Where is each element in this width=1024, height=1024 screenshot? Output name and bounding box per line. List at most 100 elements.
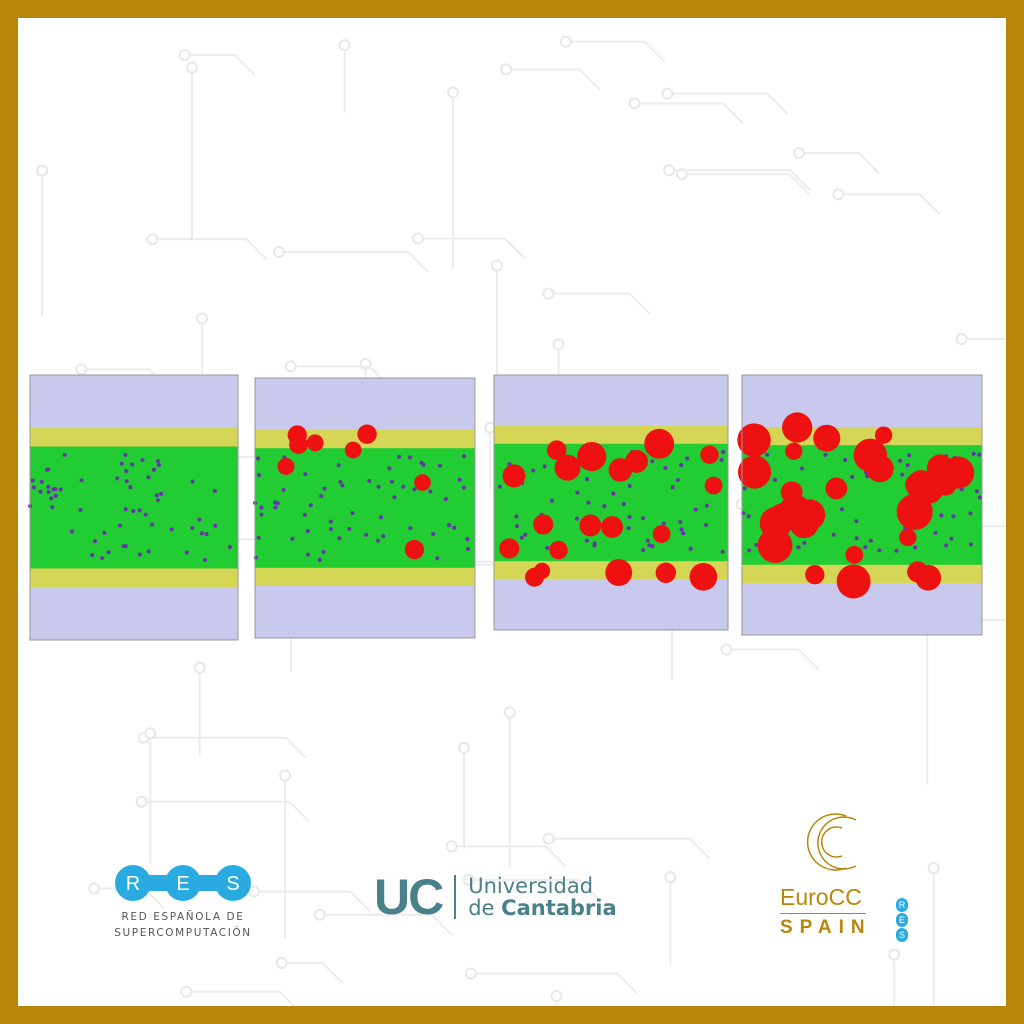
crystal-atom — [328, 519, 333, 524]
crystal-atom — [575, 516, 580, 521]
crystal-atom — [457, 477, 462, 482]
crystal-atom — [303, 472, 308, 477]
crystal-atom — [49, 496, 54, 501]
crystal-atom — [137, 508, 142, 513]
crystal-atom — [685, 456, 690, 461]
circuit-trace — [319, 913, 453, 936]
crystal-atom — [650, 459, 655, 464]
crystal-atom — [204, 532, 209, 537]
crystal-atom — [302, 512, 307, 517]
circuit-trace — [681, 173, 810, 195]
poster-frame: R E S RED ESPAÑOLA DE SUPERCOMPUTACIÓN U… — [18, 18, 1006, 1006]
crystal-atom — [376, 484, 381, 489]
circuit-node — [927, 862, 940, 875]
nucleus-cluster — [825, 477, 848, 500]
nucleus-cluster — [546, 440, 567, 460]
nucleus-cluster — [608, 458, 633, 482]
crystal-atom — [328, 527, 333, 532]
circuit-node — [186, 61, 199, 74]
crystal-atom — [679, 463, 684, 468]
crystal-atom — [308, 503, 313, 508]
crystal-atom — [143, 512, 148, 517]
crystal-atom — [106, 550, 111, 555]
circuit-trace — [470, 972, 638, 995]
crystal-atom — [704, 523, 709, 528]
crystal-atom — [379, 515, 384, 520]
simulation-panel — [737, 374, 983, 636]
circuit-node — [457, 741, 470, 754]
circuit-trace — [278, 250, 429, 273]
crystal-atom — [627, 484, 632, 489]
circuit-node — [955, 333, 968, 346]
crystal-atom — [435, 556, 440, 561]
circuit-node — [284, 360, 297, 373]
crystal-atom — [854, 536, 859, 541]
crystal-atom — [944, 543, 949, 548]
circuit-node — [503, 706, 516, 719]
crystal-atom — [30, 478, 35, 483]
crystal-atom — [253, 555, 258, 560]
circuit-node — [675, 168, 688, 181]
crystal-atom — [350, 511, 355, 516]
crystal-atom — [227, 545, 232, 550]
crystal-atom — [305, 552, 310, 557]
circuit-trace — [634, 102, 744, 125]
crystal-atom — [151, 467, 156, 472]
crystal-atom — [949, 536, 954, 541]
crystal-atom — [663, 465, 668, 470]
crystal-atom — [184, 550, 189, 555]
crystal-atom — [396, 454, 401, 459]
circuit-trace — [468, 878, 600, 901]
crystal-atom — [843, 457, 848, 462]
circuit-node — [550, 990, 563, 1003]
crystal-atom — [46, 484, 51, 489]
nucleus-cluster — [579, 514, 602, 537]
circuit-trace — [143, 736, 307, 759]
crystal-atom — [53, 493, 58, 498]
crystal-atom — [169, 527, 174, 532]
nucleus-cluster — [533, 514, 554, 535]
crystal-atom — [823, 452, 828, 457]
circuit-trace — [565, 40, 666, 63]
nucleus-cluster — [577, 441, 607, 472]
nucleus-cluster — [601, 516, 624, 539]
crystal-atom — [381, 534, 386, 539]
simulation-panel — [253, 377, 476, 639]
crystal-atom — [273, 500, 278, 505]
circuit-node — [180, 985, 193, 998]
crystal-atom — [392, 495, 397, 500]
uc-line1: Universidad — [468, 874, 594, 898]
crystal-atom — [585, 477, 590, 482]
crystal-atom — [319, 494, 324, 499]
nucleus-cluster — [277, 457, 295, 475]
res-letter: R — [126, 873, 140, 895]
crystal-atom — [90, 553, 95, 558]
crystal-atom — [661, 521, 666, 526]
crystal-atom — [92, 539, 97, 544]
crystal-atom — [431, 532, 436, 537]
circuit-node — [178, 48, 191, 61]
nucleus-cluster — [813, 424, 841, 452]
circuit-node — [552, 338, 565, 351]
crystal-atom — [913, 545, 918, 550]
crystal-atom — [796, 545, 801, 550]
circuit-node — [832, 188, 845, 201]
res-letter: S — [226, 873, 239, 895]
crystal-atom — [69, 529, 74, 534]
nucleus-cluster — [287, 425, 307, 445]
circuit-trace — [451, 845, 567, 868]
crystal-atom — [154, 493, 159, 498]
crystal-atom — [281, 487, 286, 492]
crystal-atom — [465, 537, 470, 542]
nucleus-cluster — [644, 428, 675, 459]
crystal-atom — [124, 479, 129, 484]
crystal-atom — [720, 549, 725, 554]
crystal-atom — [641, 516, 646, 521]
crystal-atom — [721, 450, 726, 455]
nucleus-cluster — [502, 464, 526, 488]
crystal-atom — [387, 466, 392, 471]
crystal-atom — [877, 548, 882, 553]
crystal-atom — [140, 458, 145, 463]
circuit-node — [135, 795, 148, 808]
crystal-atom — [765, 452, 770, 457]
